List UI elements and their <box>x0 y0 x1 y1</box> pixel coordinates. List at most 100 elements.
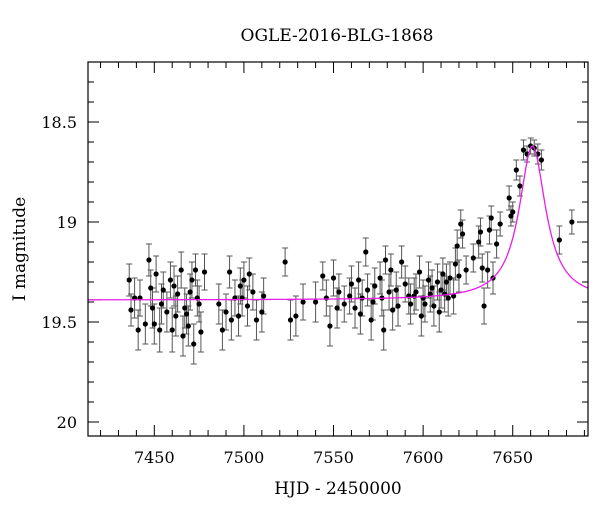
data-point <box>436 309 442 315</box>
data-point <box>250 289 256 295</box>
data-point <box>334 305 340 311</box>
data-point <box>497 221 503 227</box>
data-point <box>226 269 233 275</box>
data-point <box>470 255 476 261</box>
data-point <box>352 305 358 311</box>
data-point <box>244 303 251 309</box>
data-point <box>431 303 437 309</box>
x-axis: 7450 7500 7550 7600 7650 <box>100 62 585 467</box>
data-point <box>169 327 175 333</box>
data-point <box>447 275 453 281</box>
data-point <box>183 311 190 317</box>
data-point <box>216 301 222 307</box>
data-point <box>187 289 193 295</box>
data-point <box>463 267 469 273</box>
data-point <box>407 301 414 307</box>
data-point <box>416 269 423 275</box>
data-point <box>259 309 265 315</box>
data-point <box>228 317 234 323</box>
data-point <box>198 329 204 335</box>
data-point <box>517 183 523 189</box>
data-point <box>327 323 333 329</box>
data-point <box>450 293 457 299</box>
data-point <box>513 167 519 173</box>
data-point <box>443 279 450 285</box>
data-point <box>479 265 485 271</box>
data-point <box>293 313 299 319</box>
x-tick-label: 7500 <box>224 448 265 467</box>
data-point <box>237 283 243 289</box>
data-point <box>312 299 319 305</box>
data-point <box>506 195 512 201</box>
data-point <box>173 313 179 319</box>
data-point <box>418 313 424 319</box>
data-point <box>167 277 174 283</box>
data-point <box>146 257 152 263</box>
data-point <box>454 243 460 249</box>
data-point <box>135 327 141 333</box>
data-point <box>390 307 396 313</box>
data-point <box>388 267 394 273</box>
data-point <box>320 273 326 279</box>
data-point <box>438 287 444 293</box>
data-point <box>223 309 229 315</box>
data-point <box>402 281 408 287</box>
data-point <box>434 279 441 285</box>
model-curve <box>88 145 588 301</box>
x-tick-label: 7550 <box>313 448 354 467</box>
data-point <box>459 231 466 237</box>
data-point <box>494 241 500 247</box>
data-point <box>201 269 208 275</box>
data-point <box>235 313 242 319</box>
data-point <box>381 327 387 333</box>
data-point <box>196 301 202 307</box>
data-point <box>425 277 432 283</box>
y-axis: 18.5 19 19.5 20 <box>41 81 588 432</box>
data-point <box>488 215 494 221</box>
data-point <box>282 259 288 265</box>
x-tick-label: 7600 <box>403 448 444 467</box>
data-point <box>158 301 165 307</box>
data-point <box>569 219 575 225</box>
data-point <box>157 327 163 333</box>
data-point <box>452 261 458 267</box>
data-point <box>142 321 148 327</box>
data-point <box>153 271 159 277</box>
data-point <box>182 305 188 311</box>
data-point <box>377 275 383 281</box>
data-point <box>399 259 405 265</box>
data-point <box>192 267 199 273</box>
data-point <box>149 305 156 311</box>
y-tick-label: 20 <box>57 413 77 432</box>
data-point <box>180 333 186 339</box>
data-point <box>476 239 482 245</box>
data-point <box>458 221 464 227</box>
data-point <box>393 287 399 293</box>
data-point <box>456 273 462 279</box>
data-points <box>126 143 575 347</box>
data-point <box>148 285 154 291</box>
data-point <box>219 327 226 333</box>
y-tick-label: 19 <box>57 213 77 232</box>
data-point <box>440 271 446 277</box>
data-point <box>287 317 294 323</box>
data-point <box>336 289 342 295</box>
plot-frame <box>87 61 589 437</box>
error-bars <box>126 137 575 365</box>
data-point <box>171 283 177 289</box>
data-point <box>189 277 195 283</box>
data-point <box>368 317 374 323</box>
data-point <box>241 277 247 283</box>
data-point <box>160 287 166 293</box>
x-tick-label: 7650 <box>492 448 533 467</box>
y-tick-label: 19.5 <box>41 313 77 332</box>
data-point <box>481 303 487 309</box>
x-axis-label: HJD - 2450000 <box>274 479 402 499</box>
data-point <box>185 323 191 329</box>
data-point <box>386 289 392 295</box>
data-point <box>128 307 134 313</box>
data-point <box>261 293 267 299</box>
y-axis-label: I magnitude <box>10 197 30 301</box>
data-point <box>477 229 484 235</box>
